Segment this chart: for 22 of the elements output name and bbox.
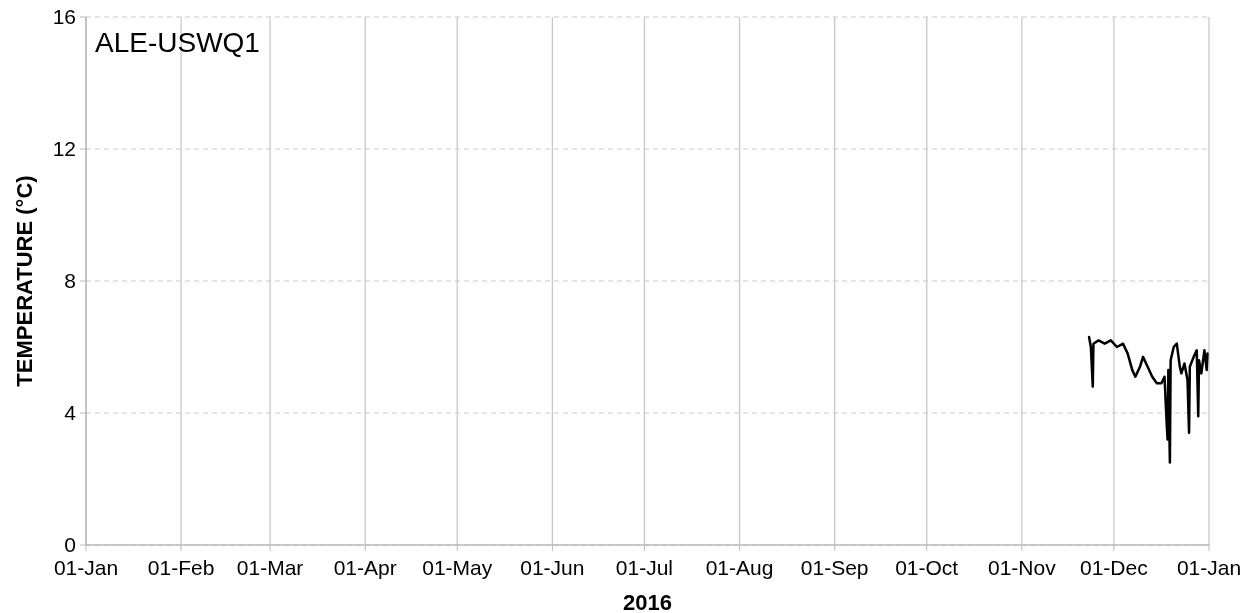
y-axis-title: TEMPERATURE (°C) — [12, 175, 37, 387]
x-tick-label: 01-Oct — [895, 556, 959, 579]
y-tick-label: 8 — [64, 269, 76, 293]
x-tick-label: 01-Aug — [705, 556, 774, 579]
x-tick-label: 01-Jun — [520, 556, 585, 579]
x-axis-title: 2016 — [623, 590, 672, 613]
x-tick-label: 01-Feb — [147, 556, 215, 579]
x-tick-label: 01-Jan — [1176, 556, 1242, 579]
x-tick-label: 01-Mar — [236, 556, 304, 579]
x-tick-label: 01-Jul — [615, 556, 674, 579]
x-tick-label: 01-Apr — [333, 556, 397, 579]
x-tick-label: 01-Nov — [987, 556, 1057, 579]
x-tick-label: 01-Dec — [1080, 556, 1148, 579]
y-tick-label: 12 — [52, 137, 76, 161]
x-tick-label: 01-Jan — [53, 556, 119, 579]
y-tick-label: 0 — [64, 533, 76, 557]
y-tick-label: 4 — [64, 401, 77, 425]
chart-title: ALE-USWQ1 — [95, 27, 260, 58]
line-series — [1087, 335, 1209, 464]
x-tick-label: 01-Sep — [800, 556, 869, 579]
y-tick-label: 16 — [52, 5, 76, 29]
x-tick-label: 01-May — [422, 556, 493, 579]
